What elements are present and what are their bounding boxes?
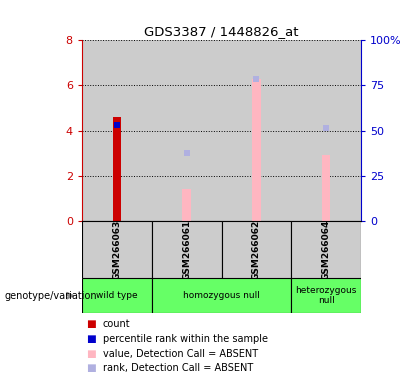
Bar — [291, 40, 361, 221]
Bar — [252, 79, 261, 221]
Text: GSM266064: GSM266064 — [322, 219, 331, 280]
Text: ■: ■ — [86, 334, 96, 344]
Bar — [152, 278, 291, 313]
Text: GSM266061: GSM266061 — [182, 220, 191, 280]
Bar — [152, 221, 222, 278]
Text: percentile rank within the sample: percentile rank within the sample — [103, 334, 268, 344]
Bar — [322, 156, 331, 221]
Bar — [113, 117, 121, 221]
Text: GSM266062: GSM266062 — [252, 220, 261, 280]
Text: genotype/variation: genotype/variation — [4, 291, 97, 301]
Text: ■: ■ — [86, 363, 96, 373]
Text: value, Detection Call = ABSENT: value, Detection Call = ABSENT — [103, 349, 258, 359]
Bar — [152, 40, 222, 221]
Text: heterozygous
null: heterozygous null — [296, 286, 357, 305]
Text: wild type: wild type — [96, 291, 138, 300]
Bar — [222, 221, 291, 278]
Text: GSM266063: GSM266063 — [112, 220, 121, 280]
Text: count: count — [103, 319, 131, 329]
Text: rank, Detection Call = ABSENT: rank, Detection Call = ABSENT — [103, 363, 253, 373]
Bar — [82, 278, 152, 313]
Text: ■: ■ — [86, 349, 96, 359]
Bar — [82, 221, 152, 278]
Bar — [222, 40, 291, 221]
Title: GDS3387 / 1448826_at: GDS3387 / 1448826_at — [144, 25, 299, 38]
Bar — [82, 40, 152, 221]
Text: homozygous null: homozygous null — [183, 291, 260, 300]
Bar — [291, 221, 361, 278]
Bar — [291, 278, 361, 313]
Bar — [182, 189, 191, 221]
Text: ■: ■ — [86, 319, 96, 329]
